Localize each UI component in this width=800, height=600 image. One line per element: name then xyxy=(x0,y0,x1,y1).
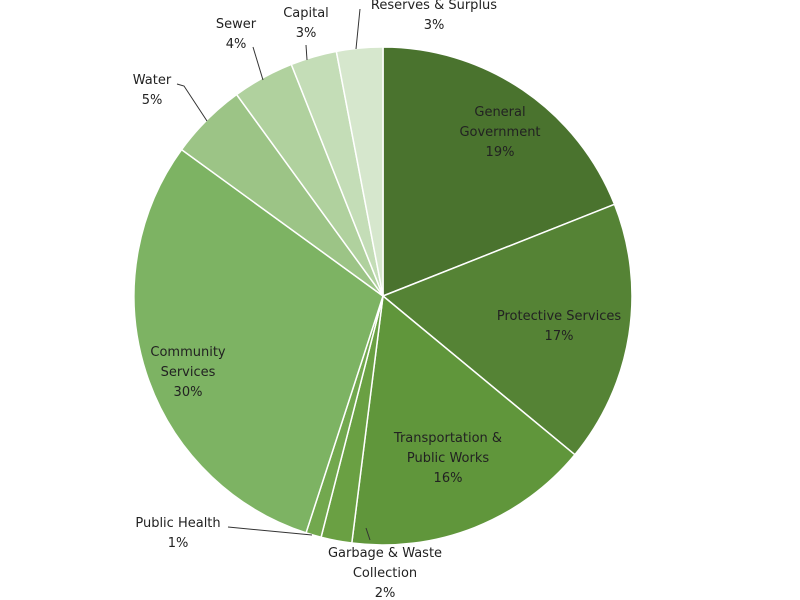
slice-label-line: Capital xyxy=(283,6,329,21)
slice-label-line: Transportation & xyxy=(393,431,502,446)
pie-slice xyxy=(133,148,384,534)
slice-label-line: Government xyxy=(459,125,540,140)
slice-label-line: Sewer xyxy=(216,17,257,32)
leader-line xyxy=(176,83,208,122)
slice-label-line: Garbage & Waste xyxy=(328,546,442,561)
leader-line xyxy=(355,8,361,50)
slice-percent: 4% xyxy=(226,37,247,52)
slice-label-line: Reserves & Surplus xyxy=(371,0,497,13)
slice-percent: 1% xyxy=(168,536,189,551)
slice-label: Garbage & Waste Collection 2% xyxy=(328,546,442,600)
slice-label-line: Water xyxy=(133,73,172,88)
slice-label-line: Protective Services xyxy=(497,309,621,324)
slice-label-line: Public Works xyxy=(407,451,490,466)
slice-percent: 19% xyxy=(486,145,515,160)
slice-percent: 3% xyxy=(424,18,445,33)
slice-label: Public Health 1% xyxy=(135,516,220,551)
slice-label-line: Services xyxy=(161,365,216,380)
slice-percent: 2% xyxy=(375,586,396,600)
slice-label: Reserves & Surplus 3% xyxy=(371,0,497,33)
pie-slice xyxy=(382,46,616,298)
slice-percent: 3% xyxy=(296,26,317,41)
slice-label-line: Collection xyxy=(353,566,417,581)
slice-label: Sewer 4% xyxy=(216,17,257,52)
leader-line xyxy=(227,526,313,536)
slice-label: Community Services 30% xyxy=(150,345,226,400)
slice-label: Protective Services 17% xyxy=(497,309,621,344)
leader-line xyxy=(252,46,264,81)
leader-line xyxy=(365,527,371,541)
slice-percent: 17% xyxy=(545,329,574,344)
slice-label-line: Public Health xyxy=(135,516,220,531)
slice-percent: 5% xyxy=(142,93,163,108)
slice-label-line: Community xyxy=(150,345,226,360)
slice-label: Water 5% xyxy=(133,73,172,108)
pie-slice xyxy=(350,294,576,546)
slice-percent: 30% xyxy=(174,385,203,400)
slice-label: Transportation & Public Works 16% xyxy=(393,431,502,486)
pie-slice xyxy=(381,203,633,456)
slice-label: General Government 19% xyxy=(459,105,540,160)
slice-label: Capital 3% xyxy=(283,6,329,41)
pie-slice xyxy=(335,46,384,297)
slice-percent: 16% xyxy=(434,471,463,486)
leader-line xyxy=(305,44,308,61)
slice-label-line: General xyxy=(474,105,525,120)
